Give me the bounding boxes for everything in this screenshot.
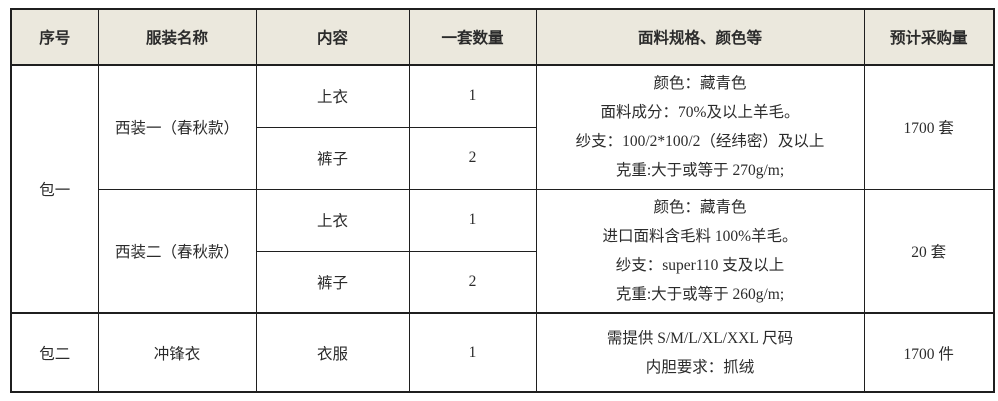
package2-spec-line-liner: 内胆要求：抓绒 [645,358,755,376]
cell-suit1-purchase-qty: 1700 套 [863,64,995,190]
cell-suit1-item1-qty: 1 [408,64,537,128]
row-package2: 包二 冲锋衣 衣服 1 需提供 S/M/L/XL/XXL 尺码 内胆要求：抓绒 … [10,312,995,393]
header-content: 内容 [255,8,410,66]
suit1-spec-line-color: 颜色：藏青色 [653,75,747,93]
cell-suit1-name: 西装一（春秋款） [97,64,257,190]
header-fabric-spec: 面料规格、颜色等 [535,8,865,66]
header-qty-per-set: 一套数量 [408,8,537,66]
suit1-spec-line-weight: 克重:大于或等于 270g/m; [615,162,785,180]
row-suit1-bottom: 裤子 2 [11,126,994,190]
cell-package2-spec: 需提供 S/M/L/XL/XXL 尺码 内胆要求：抓绒 [535,312,865,393]
cell-suit2-item2-content: 裤子 [255,250,410,314]
cell-suit1-item2-qty: 2 [408,126,537,190]
cell-suit2-spec: 颜色：藏青色 进口面料含毛料 100%羊毛。 纱支：super110 支及以上 … [535,188,865,314]
header-estimated-purchase: 预计采购量 [863,8,995,66]
suit2-spec-line-color: 颜色：藏青色 [653,198,747,216]
procurement-table: 序号 服装名称 内容 一套数量 面料规格、颜色等 预计采购量 包一 西装一（春秋… [10,8,995,393]
cell-package2-purchase-qty: 1700 件 [863,312,995,393]
cell-package2-name: 冲锋衣 [97,312,257,393]
header-clothing-name: 服装名称 [97,8,257,66]
cell-package2-label: 包二 [10,312,99,393]
cell-package2-content: 衣服 [255,312,410,393]
cell-suit1-spec: 颜色：藏青色 面料成分：70%及以上羊毛。 纱支：100/2*100/2（经纬密… [535,64,865,190]
suit2-spec-line-weight: 克重:大于或等于 260g/m; [615,285,785,303]
cell-suit2-item1-qty: 1 [408,188,537,252]
cell-package2-qty: 1 [408,312,537,393]
cell-suit2-item2-qty: 2 [408,250,537,314]
cell-suit2-item1-content: 上衣 [255,188,410,252]
cell-package1-label: 包一 [10,64,99,314]
cell-suit1-item1-content: 上衣 [255,64,410,128]
suit1-spec-line-yarn: 纱支：100/2*100/2（经纬密）及以上 [575,133,825,151]
header-row: 序号 服装名称 内容 一套数量 面料规格、颜色等 预计采购量 [10,8,995,66]
row-suit1-top: 包一 西装一（春秋款） 上衣 1 颜色：藏青色 面料成分：70%及以上羊毛。 纱… [10,64,995,314]
package2-spec-line-sizes: 需提供 S/M/L/XL/XXL 尺码 [606,329,794,347]
suit1-spec-line-composition: 面料成分：70%及以上羊毛。 [600,104,800,122]
cell-suit2-name: 西装二（春秋款） [97,188,257,314]
suit2-spec-line-yarn: 纱支：super110 支及以上 [615,256,785,274]
suit2-spec-line-composition: 进口面料含毛料 100%羊毛。 [602,227,798,245]
cell-suit1-item2-content: 裤子 [255,126,410,190]
cell-suit2-purchase-qty: 20 套 [863,188,995,314]
row-suit2-top: 西装二（春秋款） 上衣 1 颜色：藏青色 进口面料含毛料 100%羊毛。 纱支：… [11,188,995,314]
row-suit2-bottom: 裤子 2 [11,250,994,314]
header-serial: 序号 [10,8,99,66]
